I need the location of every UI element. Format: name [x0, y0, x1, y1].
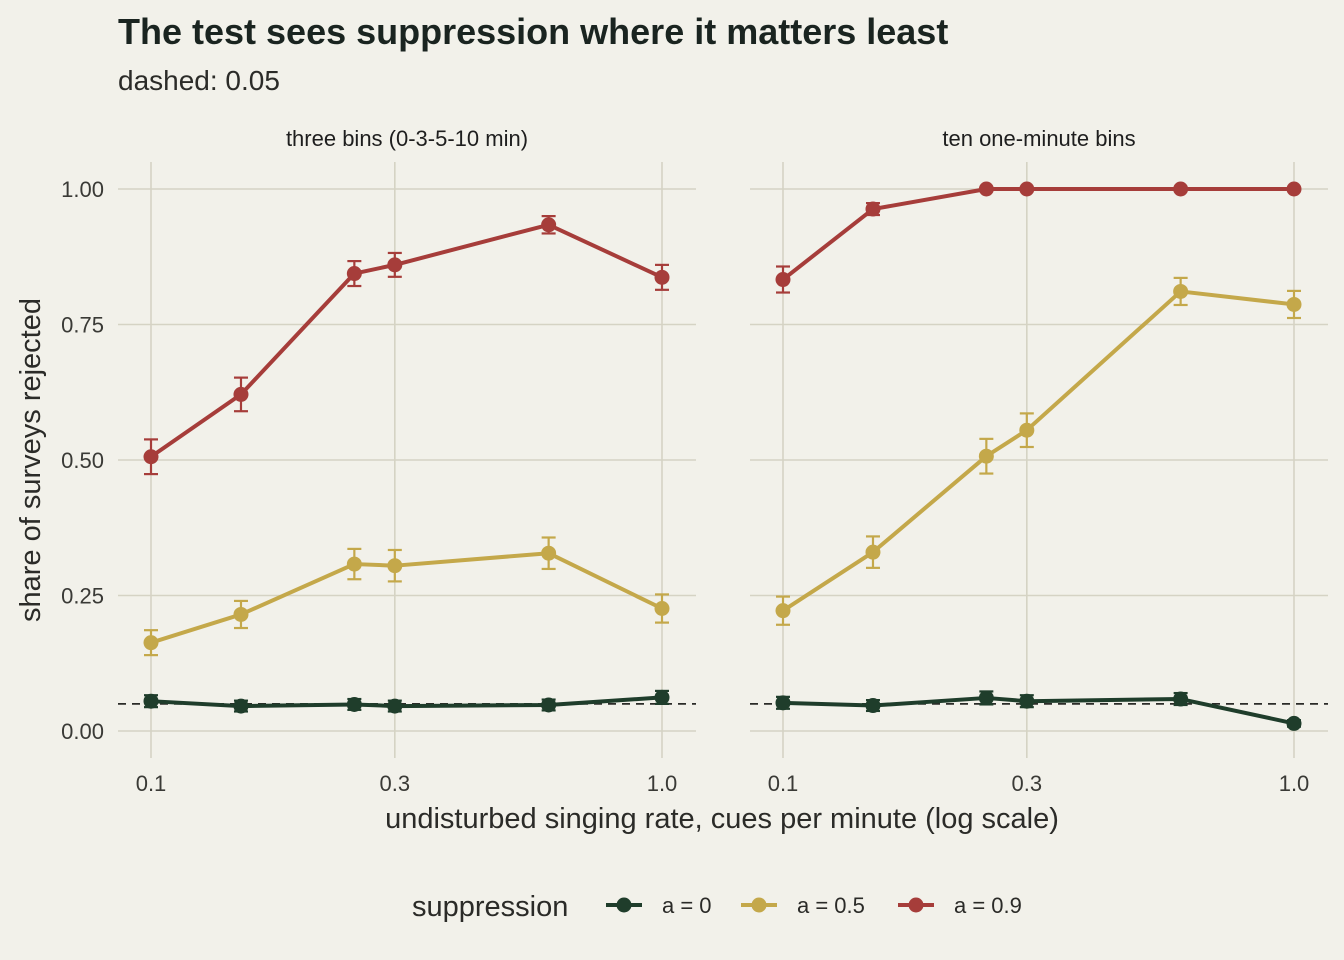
y-tick-label: 0.00 — [61, 719, 104, 744]
data-point — [775, 695, 791, 711]
data-point — [978, 181, 994, 197]
x-tick-label: 0.3 — [380, 771, 411, 796]
x-tick-label: 1.0 — [1279, 771, 1310, 796]
legend-key-point — [908, 897, 924, 913]
data-point — [865, 544, 881, 560]
data-point — [143, 635, 159, 651]
data-point — [346, 266, 362, 282]
panel-1: 0.00 0.25 0.50 0.75 1.00 0.1 0.3 1.0 — [61, 162, 696, 796]
y-tick-label: 0.50 — [61, 448, 104, 473]
data-point — [978, 448, 994, 464]
series-a-0-5 — [143, 536, 670, 657]
legend-key-point — [616, 897, 632, 913]
x-tick-label: 0.3 — [1012, 771, 1043, 796]
data-point — [1019, 693, 1035, 709]
x-tick-label: 0.1 — [768, 771, 799, 796]
legend-title: suppression — [412, 891, 568, 923]
series-line — [150, 551, 663, 645]
y-tick-label: 1.00 — [61, 177, 104, 202]
legend-label: a = 0 — [662, 893, 712, 918]
x-tick-label: 1.0 — [647, 771, 678, 796]
series-line — [150, 695, 663, 709]
data-point — [978, 690, 994, 706]
panel-title-ten-bins: ten one-minute bins — [942, 126, 1135, 151]
data-point — [387, 698, 403, 714]
data-point — [1019, 422, 1035, 438]
legend-item: a = 0 — [606, 893, 712, 918]
legend-item: a = 0.5 — [741, 893, 865, 918]
data-point — [143, 693, 159, 709]
data-point — [1286, 181, 1302, 197]
y-axis-title: share of surveys rejected — [15, 298, 47, 622]
series-a-0-9 — [143, 215, 670, 476]
y-tick-label: 0.25 — [61, 584, 104, 609]
data-point — [654, 269, 670, 285]
data-point — [346, 556, 362, 572]
data-point — [654, 601, 670, 617]
data-point — [654, 689, 670, 705]
series-a-0-9 — [775, 181, 1302, 294]
chart-subtitle: dashed: 0.05 — [118, 65, 280, 96]
data-point — [865, 698, 881, 714]
data-point — [1173, 691, 1189, 707]
data-point — [865, 201, 881, 217]
data-point — [541, 217, 557, 233]
data-point — [143, 449, 159, 465]
data-point — [1286, 715, 1302, 731]
data-point — [1286, 296, 1302, 312]
series-a-0 — [775, 690, 1302, 731]
legend-label: a = 0.5 — [797, 893, 865, 918]
series-line — [781, 187, 1294, 282]
data-point — [387, 257, 403, 273]
panel-2: 0.1 0.3 1.0 — [750, 162, 1328, 796]
legend-key-point — [751, 897, 767, 913]
series-a-0 — [143, 689, 670, 714]
data-point — [541, 545, 557, 561]
data-point — [1173, 283, 1189, 299]
data-point — [775, 272, 791, 288]
data-point — [387, 558, 403, 574]
data-point — [346, 696, 362, 712]
x-tick-label: 0.1 — [136, 771, 167, 796]
y-tick-label: 0.75 — [61, 313, 104, 338]
data-point — [233, 386, 249, 402]
legend-item: a = 0.9 — [898, 893, 1022, 918]
data-point — [1019, 181, 1035, 197]
series-line — [782, 695, 1295, 726]
series-line — [149, 222, 663, 459]
data-point — [233, 606, 249, 622]
panel-title-three-bins: three bins (0-3-5-10 min) — [286, 126, 528, 151]
data-point — [775, 603, 791, 619]
series-a-0-5 — [775, 276, 1302, 626]
series-line — [781, 289, 1295, 613]
x-axis-title: undisturbed singing rate, cues per minut… — [385, 803, 1059, 835]
data-point — [233, 698, 249, 714]
data-point — [541, 697, 557, 713]
data-point — [1173, 181, 1189, 197]
legend-label: a = 0.9 — [954, 893, 1022, 918]
chart-title: The test sees suppression where it matte… — [118, 11, 948, 52]
